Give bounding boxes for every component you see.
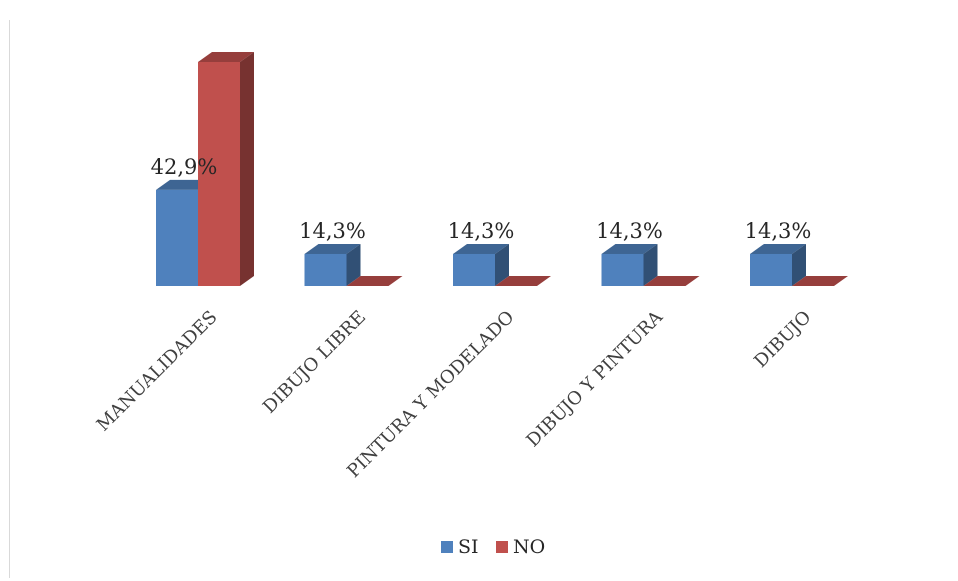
bar-front-face — [156, 189, 198, 286]
bar-side-face — [240, 52, 254, 286]
data-label-si-dibujo-libre: 14,3% — [299, 219, 366, 243]
bar-top-face — [304, 243, 361, 254]
category-label-dibujo: DIBUJO — [750, 307, 815, 372]
data-label-si-manualidades: 42,9% — [151, 155, 218, 179]
legend: SI NO — [441, 536, 545, 558]
bar-no-dibujo — [792, 276, 848, 286]
data-labels-group: 42,9% 14,3% 14,3% 14,3% 14,3% — [151, 155, 812, 243]
category-label-dibujo-y-pintura: DIBUJO Y PINTURA — [522, 306, 667, 451]
category-label-pintura-y-modelado: PINTURA Y MODELADO — [343, 307, 518, 482]
category-label-manualidades: MANUALIDADES — [93, 307, 222, 436]
bar-top-face — [495, 276, 551, 286]
bar-front-face — [304, 253, 347, 286]
bar-no-dibujo-libre — [346, 276, 403, 286]
bar-front-face — [601, 253, 644, 286]
bar-si-pintura-y-modelado — [453, 243, 509, 286]
bar-si-dibujo-y-pintura — [601, 243, 658, 286]
bar-side-face — [346, 243, 361, 286]
legend-item-no: NO — [496, 536, 545, 558]
bar-top-face — [198, 52, 254, 62]
data-label-si-dibujo-y-pintura: 14,3% — [596, 219, 663, 243]
data-label-si-pintura-y-modelado: 14,3% — [448, 219, 515, 243]
bar-top-face — [643, 276, 700, 286]
legend-label: NO — [513, 536, 545, 558]
data-label-si-dibujo: 14,3% — [745, 219, 812, 243]
bar-top-face — [792, 276, 848, 286]
bar-no-pintura-y-modelado — [495, 276, 551, 286]
legend-item-si: SI — [441, 536, 479, 558]
bar-si-dibujo-libre — [304, 243, 361, 286]
bar-top-face — [750, 243, 806, 254]
bar-front-face — [198, 62, 240, 286]
bar-top-face — [346, 276, 403, 286]
bar-top-face — [601, 243, 658, 254]
bar-side-face — [495, 243, 509, 286]
bar-top-face — [453, 243, 509, 254]
bar-front-face — [750, 253, 792, 286]
legend-swatch — [496, 541, 508, 553]
bar-si-dibujo — [750, 243, 806, 286]
category-label-dibujo-libre: DIBUJO LIBRE — [259, 307, 370, 418]
bars-group — [156, 52, 848, 286]
bar-side-face — [643, 243, 658, 286]
bar-no-manualidades — [198, 52, 254, 286]
bar-no-dibujo-y-pintura — [643, 276, 700, 286]
bar-front-face — [453, 253, 495, 286]
legend-label: SI — [458, 536, 479, 558]
legend-swatch — [441, 541, 453, 553]
bar-side-face — [792, 243, 806, 286]
